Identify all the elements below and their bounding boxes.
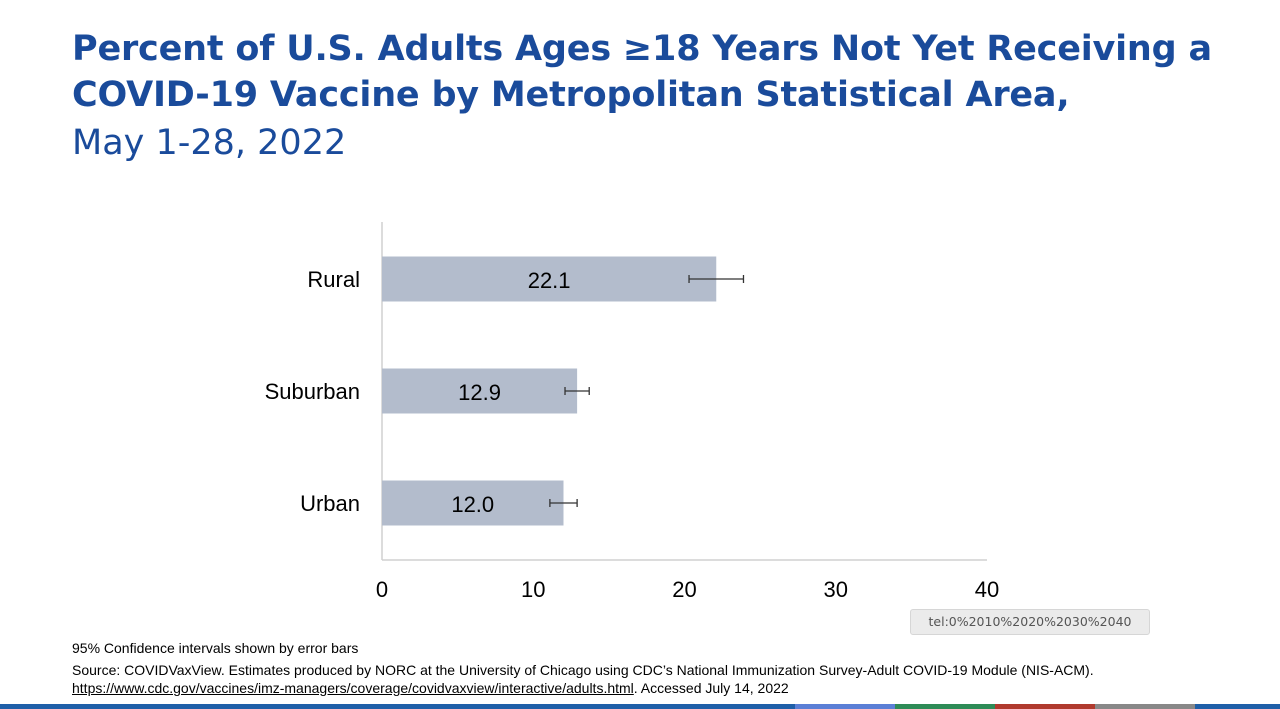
source-note: Source: COVIDVaxView. Estimates produced… [72,661,1212,697]
bottom-bar-segment [795,704,895,709]
category-label: Rural [307,267,360,292]
data-label: 22.1 [528,268,571,293]
data-label: 12.0 [451,492,494,517]
chart-title: Percent of U.S. Adults Ages ≥18 Years No… [72,26,1212,118]
bar-rural [382,256,717,302]
bottom-bar-segment [0,704,795,709]
chart-subtitle: May 1-28, 2022 [72,123,347,163]
title-line-2: COVID-19 Vaccine by Metropolitan Statist… [72,75,1070,115]
bar-chart: 0 10 20 30 40 Rural 22.1 Suburban 12.9 Urban 12.0 [265,222,999,602]
bottom-bar-segment [1195,704,1280,709]
x-tick-label: 20 [672,577,696,602]
source-link[interactable]: https://www.cdc.gov/vaccines/imz-manager… [72,680,634,696]
ci-footnote: 95% Confidence intervals shown by error … [72,640,359,656]
bottom-bar-segment [1095,704,1195,709]
bottom-bar-segment [995,704,1095,709]
category-label: Urban [300,491,360,516]
bar-urban [382,480,564,526]
bottom-color-bar [0,704,1280,709]
source-suffix: . Accessed July 14, 2022 [633,680,789,696]
bar-suburban [382,368,578,414]
x-tick-label: 0 [376,577,388,602]
title-line-1: Percent of U.S. Adults Ages ≥18 Years No… [72,29,1212,69]
link-tooltip: tel:0%2010%2020%2030%2040 [910,609,1150,635]
bottom-bar-segment [895,704,995,709]
x-tick-label: 40 [975,577,999,602]
x-tick-label: 30 [824,577,848,602]
source-prefix: Source: COVIDVaxView. Estimates produced… [72,662,1094,678]
category-label: Suburban [265,379,360,404]
x-tick-label: 10 [521,577,545,602]
data-label: 12.9 [458,380,501,405]
